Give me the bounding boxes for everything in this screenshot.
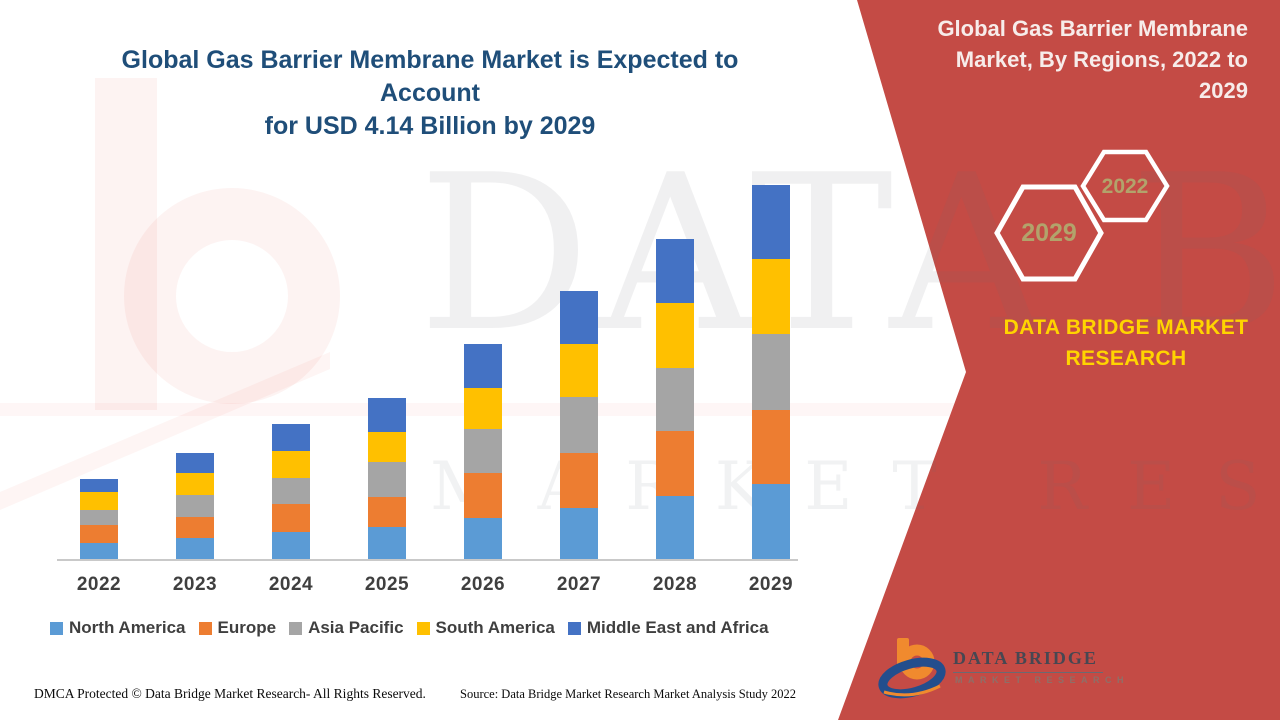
bar-2025-segment-south-america: [368, 431, 406, 463]
bar-2027-segment-europe: [560, 453, 598, 508]
bar-2022-segment-south-america: [80, 492, 118, 511]
side-panel-title-line2: Market, By Regions, 2022 to: [955, 47, 1248, 72]
brand-text: DATA BRIDGE MARKET RESEARCH: [995, 312, 1257, 374]
brand-text-line1: DATA BRIDGE MARKET: [1003, 316, 1249, 339]
bar-2023-segment-middle-east-and-africa: [176, 453, 214, 474]
bar-2028-segment-south-america: [656, 302, 694, 368]
bar-2022-segment-north-america: [80, 542, 118, 559]
legend-swatch-europe: [198, 621, 212, 635]
bar-2022-segment-europe: [80, 524, 118, 543]
side-panel-title-line3: 2029: [1199, 78, 1248, 103]
source-note: Source: Data Bridge Market Research Mark…: [460, 687, 797, 701]
footer-logo: DATA BRIDGE MARKET RESEARCH: [876, 634, 1124, 704]
legend-label-asia-pacific: Asia Pacific: [308, 618, 404, 637]
bar-2027-segment-middle-east-and-africa: [560, 290, 598, 345]
bar-2023-segment-europe: [176, 516, 214, 539]
bar-2029: [752, 185, 790, 559]
bar-2023: [176, 453, 214, 559]
bar-2028-segment-asia-pacific: [656, 367, 694, 431]
bar-2025-segment-asia-pacific: [368, 462, 406, 497]
bar-2025-segment-middle-east-and-africa: [368, 398, 406, 432]
legend-label-south-america: South America: [435, 618, 555, 637]
side-panel-title: Global Gas Barrier Membrane Market, By R…: [903, 13, 1248, 106]
footer-logo-subtitle: MARKET RESEARCH: [955, 675, 1130, 685]
legend-item-middle-east-and-africa: Middle East and Africa: [567, 618, 769, 638]
bar-2026-segment-south-america: [464, 387, 502, 430]
main-title-line2: for USD 4.14 Billion by 2029: [264, 112, 596, 140]
legend-swatch-south-america: [416, 621, 430, 635]
bar-2028-segment-europe: [656, 430, 694, 496]
bar-2026: [464, 344, 502, 559]
main-title: Global Gas Barrier Membrane Market is Ex…: [98, 44, 762, 143]
legend-item-south-america: South America: [416, 618, 555, 638]
x-axis-label-2026: 2026: [460, 574, 506, 595]
x-axis-label-2024: 2024: [268, 574, 314, 595]
legend-item-europe: Europe: [198, 618, 277, 638]
x-axis-label-2023: 2023: [172, 574, 218, 595]
x-axis-label-2027: 2027: [556, 574, 602, 595]
hexagon-2022-label: 2022: [1102, 175, 1149, 198]
bar-2029-segment-middle-east-and-africa: [752, 185, 790, 260]
legend-swatch-asia-pacific: [289, 621, 303, 635]
legend-label-middle-east-and-africa: Middle East and Africa: [586, 618, 769, 637]
bar-2024-segment-middle-east-and-africa: [272, 423, 310, 451]
bar-2029-segment-asia-pacific: [752, 334, 790, 411]
bar-2024-segment-europe: [272, 503, 310, 532]
hexagon-2029: 2029: [994, 184, 1104, 282]
x-axis-label-2025: 2025: [364, 574, 410, 595]
bar-2028-segment-north-america: [656, 495, 694, 559]
hexagon-badges: 2029 2022: [994, 149, 1170, 282]
legend: North America Europe Asia Pacific South Ame…: [50, 615, 769, 641]
x-axis-labels: 2022 2023 2024 2025 2026 2027 2028 2029: [57, 574, 798, 600]
bar-2029-segment-north-america: [752, 484, 790, 559]
bar-2029-segment-south-america: [752, 259, 790, 335]
bar-2025: [368, 398, 406, 559]
legend-swatch-middle-east-and-africa: [567, 621, 581, 635]
brand-text-line2: RESEARCH: [1065, 347, 1187, 370]
bar-2028-segment-middle-east-and-africa: [656, 238, 694, 303]
bar-2027: [560, 290, 598, 559]
x-axis-label-2029: 2029: [748, 574, 794, 595]
bar-2028: [656, 238, 694, 559]
bar-2024: [272, 423, 310, 559]
legend-label-europe: Europe: [217, 618, 277, 637]
hexagon-2022: 2022: [1080, 149, 1170, 223]
x-axis-label-2022: 2022: [76, 574, 122, 595]
bar-2026-segment-europe: [464, 473, 502, 518]
x-axis-label-2028: 2028: [652, 574, 698, 595]
hexagon-2029-label: 2029: [1021, 219, 1077, 247]
side-panel-title-line1: Global Gas Barrier Membrane: [937, 16, 1248, 41]
legend-swatch-north-america: [50, 621, 63, 635]
bar-2026-segment-middle-east-and-africa: [464, 344, 502, 388]
legend-item-asia-pacific: Asia Pacific: [289, 618, 404, 638]
bar-2026-segment-north-america: [464, 517, 502, 559]
bar-2024-segment-south-america: [272, 450, 310, 478]
data-bridge-logo-icon: [878, 638, 946, 699]
bar-2024-segment-asia-pacific: [272, 477, 310, 504]
bar-2027-segment-south-america: [560, 344, 598, 398]
footer-logo-name: DATA BRIDGE: [953, 648, 1103, 673]
bar-2025-segment-europe: [368, 496, 406, 528]
dmca-notice: DMCA Protected © Data Bridge Market Rese…: [34, 686, 426, 701]
bar-2022-segment-asia-pacific: [80, 510, 118, 525]
bar-2027-segment-north-america: [560, 507, 598, 559]
bar-2026-segment-asia-pacific: [464, 429, 502, 474]
bar-chart: [57, 168, 798, 561]
bar-2024-segment-north-america: [272, 531, 310, 559]
bar-2027-segment-asia-pacific: [560, 397, 598, 454]
legend-item-north-america: North America: [50, 618, 186, 638]
bar-2029-segment-europe: [752, 410, 790, 485]
bar-2023-segment-south-america: [176, 473, 214, 495]
legend-label-north-america: North America: [69, 618, 186, 637]
bar-2022-segment-middle-east-and-africa: [80, 478, 118, 493]
bar-2022: [80, 478, 118, 559]
bar-2025-segment-north-america: [368, 527, 406, 559]
bar-2023-segment-asia-pacific: [176, 494, 214, 517]
main-title-line1: Global Gas Barrier Membrane Market is Ex…: [121, 46, 739, 107]
bar-2023-segment-north-america: [176, 538, 214, 559]
